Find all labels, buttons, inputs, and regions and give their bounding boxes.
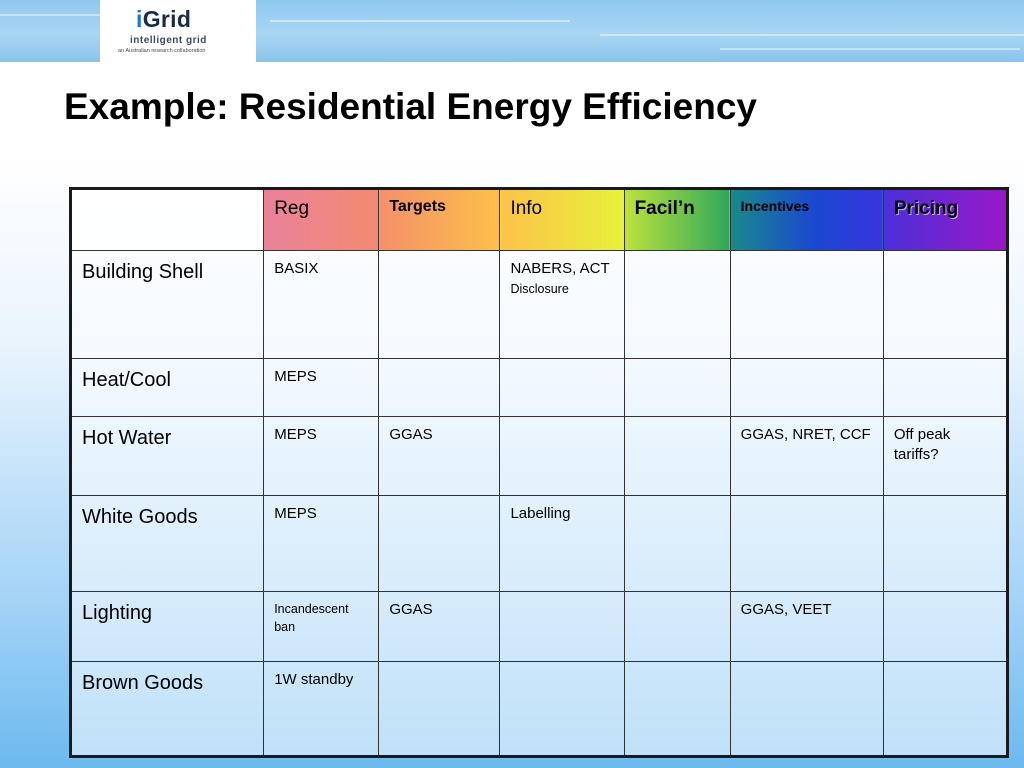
cell-targets: GGAS [378, 591, 501, 662]
cell-pricing: Off peak tariffs? [882, 416, 1009, 496]
cell-pricing [882, 358, 1009, 417]
column-header-incentives: Incentives [729, 188, 884, 251]
cell-targets [378, 358, 501, 417]
table-row: Hot Water MEPS GGAS GGAS, NRET, CCF Off … [69, 416, 1009, 496]
cell-info [499, 358, 625, 417]
cell-incentives [729, 495, 884, 592]
header-corner [69, 188, 265, 251]
cell-pricing [882, 591, 1009, 662]
table-row: Building Shell BASIX NABERS, ACT Disclosu… [69, 250, 1009, 359]
cell-facilitation [623, 661, 731, 757]
cell-targets [378, 661, 501, 757]
igrid-logo: iGrid intelligent grid an Australian res… [100, 0, 256, 62]
table-row: Brown Goods 1W standby [69, 661, 1009, 757]
column-header-info: Info [499, 188, 625, 251]
cell-reg: BASIX [263, 250, 380, 359]
table-row: Heat/Cool MEPS [69, 358, 1009, 417]
cell-pricing [882, 661, 1009, 757]
cell-targets: GGAS [378, 416, 501, 496]
cell-info-main: NABERS, ACT [510, 260, 610, 277]
row-label: Building Shell [69, 250, 265, 359]
policy-table: Reg Targets Info Facil’n Incentives Pric… [69, 187, 1009, 758]
header-banner: iGrid intelligent grid an Australian res… [0, 0, 1024, 62]
cell-facilitation [623, 416, 731, 496]
cell-reg: MEPS [263, 416, 380, 496]
cell-pricing [882, 250, 1009, 359]
cell-targets [378, 495, 501, 592]
cell-incentives: GGAS, NRET, CCF [729, 416, 884, 496]
column-header-pricing: Pricing [882, 188, 1009, 251]
cell-facilitation [623, 250, 731, 359]
row-label: Brown Goods [69, 661, 265, 757]
cell-info [499, 416, 625, 496]
table-row: White Goods MEPS Labelling [69, 495, 1009, 592]
row-label: Heat/Cool [69, 358, 265, 417]
cell-facilitation [623, 358, 731, 417]
cell-incentives [729, 358, 884, 417]
cell-facilitation [623, 591, 731, 662]
cell-reg: 1W standby [263, 661, 380, 757]
cell-info [499, 661, 625, 757]
cell-pricing [882, 495, 1009, 592]
column-header-reg: Reg [263, 188, 380, 251]
cell-info: NABERS, ACT Disclosure [499, 250, 625, 359]
cell-reg: MEPS [263, 358, 380, 417]
cell-facilitation [623, 495, 731, 592]
cell-reg: Incandescent ban [263, 591, 380, 662]
cell-targets [378, 250, 501, 359]
cell-incentives [729, 250, 884, 359]
column-header-targets: Targets [378, 188, 501, 251]
logo-subtitle: intelligent grid [130, 35, 207, 46]
cell-info [499, 591, 625, 662]
column-header-facilitation: Facil’n [623, 188, 731, 251]
header-row: Reg Targets Info Facil’n Incentives Pric… [69, 188, 1009, 251]
row-label: White Goods [69, 495, 265, 592]
cell-info-extra: Disclosure [510, 282, 569, 296]
logo-wordmark: iGrid [136, 6, 192, 32]
logo-tagline: an Australian research collaboration [118, 48, 206, 54]
slide-title: Example: Residential Energy Efficiency [64, 86, 757, 127]
cell-reg: MEPS [263, 495, 380, 592]
row-label: Hot Water [69, 416, 265, 496]
row-label: Lighting [69, 591, 265, 662]
cell-incentives: GGAS, VEET [729, 591, 884, 662]
cell-incentives [729, 661, 884, 757]
cell-info: Labelling [499, 495, 625, 592]
table-row: Lighting Incandescent ban GGAS GGAS, VEE… [69, 591, 1009, 662]
